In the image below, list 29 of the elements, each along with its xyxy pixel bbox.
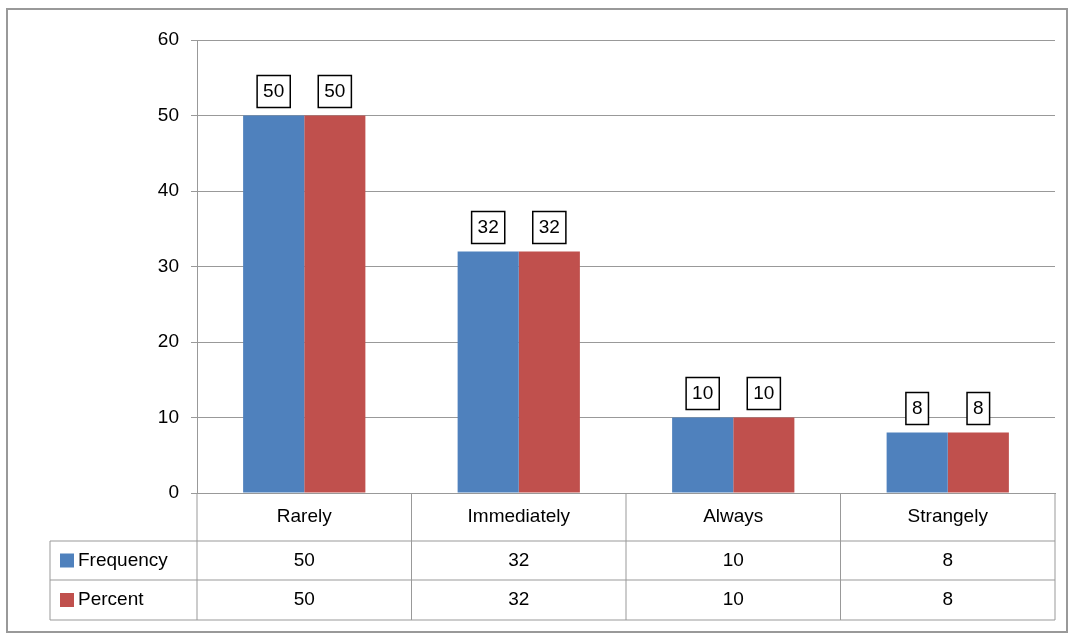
annotation: 8 bbox=[973, 396, 984, 418]
data-label: 32 bbox=[508, 548, 530, 570]
data-label: 32 bbox=[508, 588, 530, 610]
annotation: 10 bbox=[753, 381, 775, 403]
x-tick-label: Immediately bbox=[467, 505, 571, 527]
data-label: 50 bbox=[293, 548, 315, 570]
x-tick-label: Rarely bbox=[276, 505, 333, 527]
legend-label: Percent bbox=[78, 588, 145, 610]
data-label: 10 bbox=[722, 548, 744, 570]
annotation: 32 bbox=[477, 215, 499, 237]
y-tick-label: 60 bbox=[157, 28, 179, 50]
annotation: 32 bbox=[538, 215, 560, 237]
data-label: 10 bbox=[722, 588, 744, 610]
legend-label: Frequency bbox=[78, 548, 169, 570]
data-label: 50 bbox=[293, 588, 315, 610]
annotation: 50 bbox=[324, 79, 346, 101]
annotation: 8 bbox=[911, 396, 923, 418]
data-label: 8 bbox=[942, 548, 954, 570]
x-tick-label: Strangely bbox=[907, 505, 989, 527]
y-tick-label: 0 bbox=[168, 481, 179, 503]
annotation: 10 bbox=[692, 381, 714, 403]
x-tick-label: Always bbox=[703, 505, 764, 527]
y-tick-label: 50 bbox=[157, 103, 179, 125]
y-tick-label: 40 bbox=[157, 179, 179, 201]
y-tick-label: 10 bbox=[157, 405, 179, 427]
y-tick-label: 20 bbox=[157, 330, 179, 352]
annotation: 50 bbox=[263, 79, 285, 101]
data-label: 8 bbox=[942, 588, 954, 610]
y-tick-label: 30 bbox=[157, 254, 179, 276]
